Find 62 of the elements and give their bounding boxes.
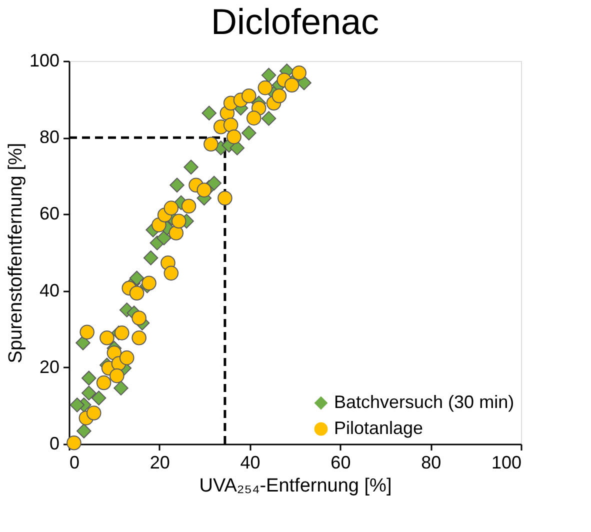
legend-label: Batchversuch (30 min) [334, 392, 514, 412]
point [284, 78, 300, 93]
point [81, 386, 96, 400]
point [66, 435, 82, 450]
point [242, 88, 256, 104]
y-axis-title: Spurenstoffentfernung [%] [5, 142, 26, 364]
point [129, 270, 144, 286]
point [86, 406, 102, 420]
point [204, 136, 218, 152]
y-tick-label: 0 [49, 434, 60, 454]
point [168, 226, 184, 240]
point [218, 190, 232, 206]
point [184, 160, 198, 174]
x-axis-title: UVA₂₅₄-Entfernung [%] [199, 476, 392, 496]
x-tick-label: 20 [150, 452, 170, 472]
point [223, 118, 238, 132]
point [206, 176, 222, 191]
point [181, 198, 196, 214]
point [164, 266, 179, 281]
x-tick-label: 100 [491, 452, 522, 472]
point [171, 214, 186, 228]
x-tick-label: 60 [330, 452, 351, 472]
point [258, 80, 273, 96]
x-tick-label: 80 [421, 452, 442, 472]
point [292, 65, 306, 80]
point [114, 380, 128, 396]
point [132, 330, 146, 346]
y-tick-label: 60 [39, 204, 60, 224]
point [91, 390, 106, 406]
point [129, 286, 144, 300]
point [143, 250, 158, 266]
point [196, 182, 212, 198]
y-tick-label: 40 [39, 280, 60, 300]
point [96, 375, 112, 390]
point [132, 310, 146, 326]
point [119, 350, 134, 366]
point [156, 230, 172, 246]
point [76, 335, 90, 350]
point [76, 424, 92, 438]
x-tick-label: 0 [70, 452, 80, 472]
x-tick-label: 40 [240, 452, 260, 472]
y-tick-label: 80 [39, 127, 60, 148]
point [170, 178, 184, 192]
legend-label: Pilotanlage [334, 418, 424, 438]
point [246, 110, 262, 126]
point [80, 324, 94, 340]
point [110, 368, 124, 384]
point [70, 398, 85, 412]
point [230, 140, 245, 156]
point [261, 68, 276, 83]
point [81, 370, 96, 386]
point [242, 126, 256, 140]
point [272, 88, 287, 104]
point [100, 330, 114, 346]
point [114, 326, 130, 340]
chart-title: Diclofenac [210, 1, 380, 42]
point [226, 129, 242, 144]
y-tick-label: 20 [39, 356, 60, 377]
point [261, 111, 276, 126]
point [202, 106, 217, 120]
point [164, 200, 179, 216]
y-tick-label: 100 [29, 50, 60, 70]
